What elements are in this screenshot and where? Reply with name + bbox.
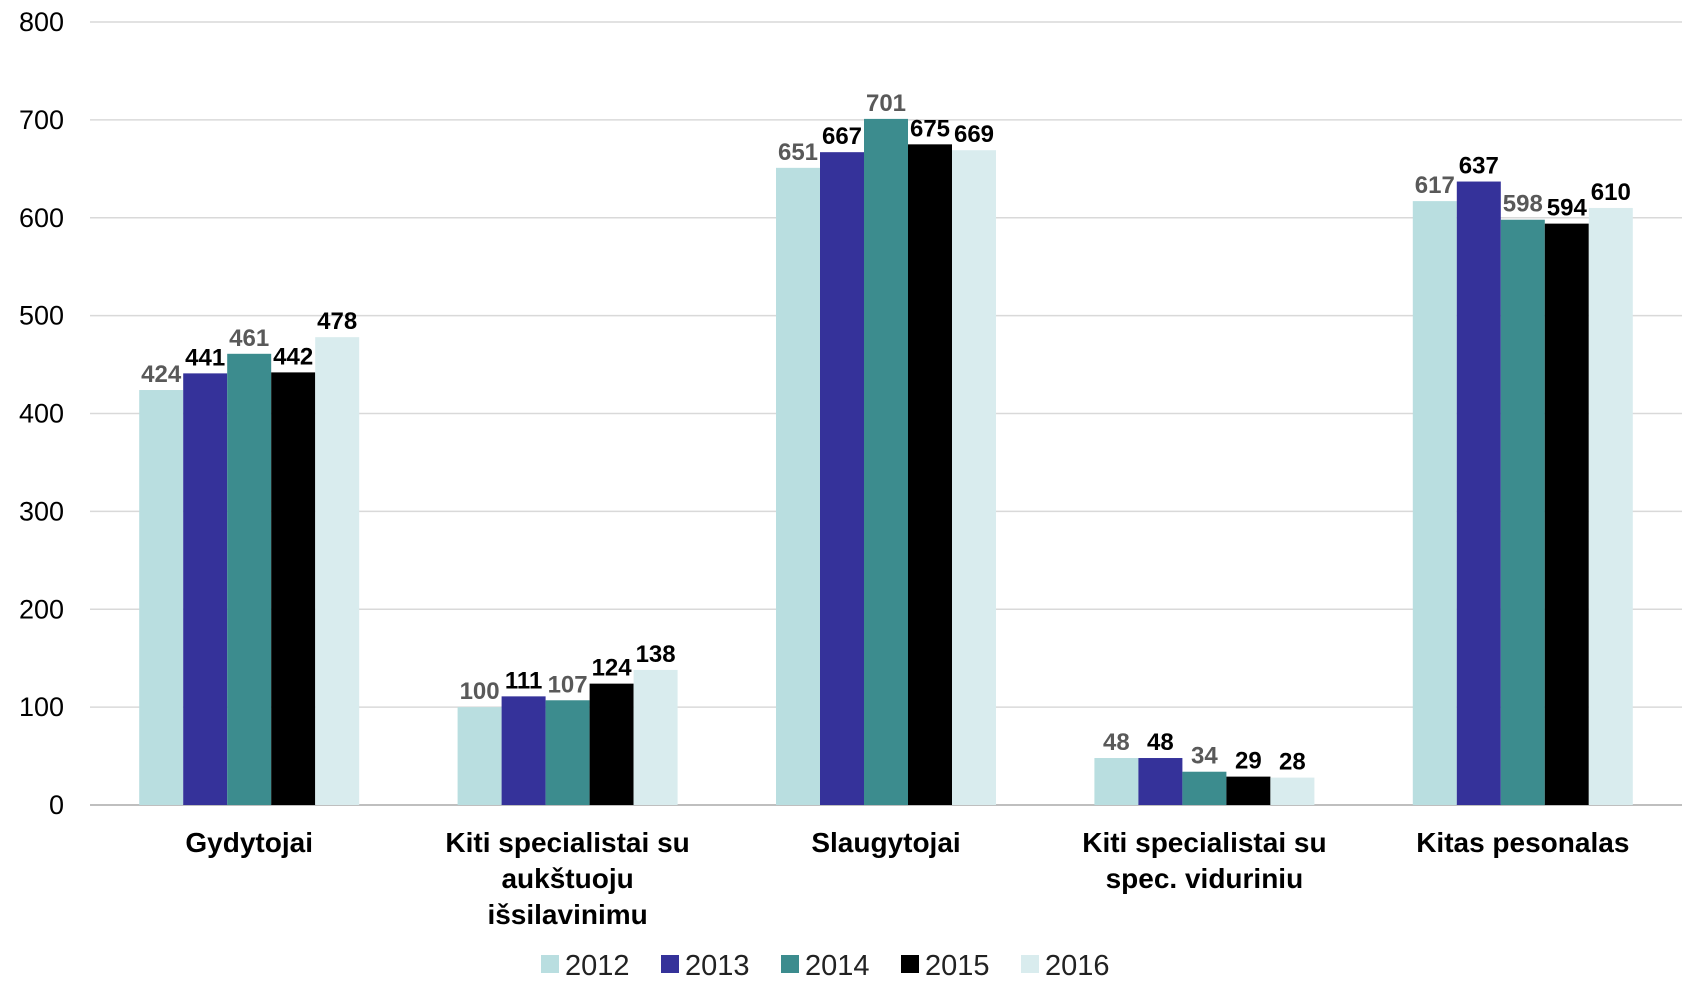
x-tick-label: spec. viduriniu — [1106, 863, 1304, 894]
data-label: 610 — [1591, 179, 1631, 206]
bar — [545, 700, 590, 805]
data-label: 669 — [954, 121, 994, 148]
bar — [908, 144, 952, 805]
data-label: 651 — [778, 139, 818, 166]
x-tick-label: išsilavinimu — [487, 899, 647, 930]
bars — [139, 118, 1633, 806]
data-label: 34 — [1191, 743, 1218, 770]
data-label: 107 — [548, 671, 588, 698]
data-label: 424 — [141, 361, 182, 388]
y-tick-label: 0 — [49, 790, 64, 820]
data-label: 598 — [1503, 191, 1543, 218]
legend: 2012 2013 2014 2015 2016 — [541, 950, 1110, 982]
y-tick-label: 500 — [19, 301, 64, 331]
bar — [952, 150, 996, 805]
y-tick-label: 300 — [19, 496, 64, 526]
y-tick-label: 100 — [19, 692, 64, 722]
x-tick-label: aukštuoju — [501, 863, 633, 894]
y-tick-label: 200 — [19, 594, 64, 624]
bar — [589, 683, 634, 805]
bar — [1456, 181, 1501, 805]
x-tick-label: Kiti specialistai su — [445, 827, 689, 858]
bar — [1588, 207, 1633, 805]
y-axis: 0 100 200 300 400 500 600 700 800 — [19, 7, 64, 820]
bar — [457, 707, 502, 805]
bar — [183, 373, 228, 805]
data-label: 100 — [460, 678, 500, 705]
bar — [820, 152, 864, 805]
legend-swatch — [661, 955, 679, 973]
legend-label: 2014 — [805, 950, 870, 982]
bar — [501, 696, 546, 805]
x-tick-label: Kiti specialistai su — [1082, 827, 1326, 858]
bar — [315, 337, 360, 805]
y-tick-label: 800 — [19, 7, 64, 37]
bar — [1094, 758, 1139, 805]
data-label: 442 — [273, 343, 313, 370]
bar — [1500, 219, 1545, 805]
x-tick-label: Kitas pesonalas — [1416, 827, 1629, 858]
data-label: 594 — [1547, 195, 1588, 222]
data-label: 48 — [1147, 729, 1174, 756]
x-tick-label: Gydytojai — [185, 827, 313, 858]
bar — [271, 372, 316, 805]
bar — [1270, 777, 1315, 805]
bar — [1226, 776, 1271, 805]
legend-label: 2015 — [925, 950, 990, 982]
bar — [633, 669, 678, 805]
legend-label: 2016 — [1045, 950, 1110, 982]
data-label: 617 — [1415, 172, 1455, 199]
bar — [139, 390, 184, 805]
data-label: 124 — [592, 655, 633, 682]
data-label: 478 — [317, 308, 357, 335]
data-label: 138 — [636, 641, 676, 668]
x-tick-label: Slaugytojai — [811, 827, 960, 858]
bar — [1182, 771, 1227, 805]
y-tick-label: 600 — [19, 203, 64, 233]
y-tick-label: 400 — [19, 399, 64, 429]
data-label: 29 — [1235, 748, 1262, 775]
data-label: 48 — [1103, 729, 1130, 756]
data-label: 667 — [822, 123, 862, 150]
bar — [864, 118, 908, 806]
data-label: 28 — [1279, 749, 1306, 776]
bar — [1412, 201, 1457, 805]
bar — [776, 167, 820, 806]
data-label: 675 — [910, 115, 950, 142]
bar — [1138, 758, 1183, 805]
data-label: 637 — [1459, 153, 1499, 180]
y-tick-label: 700 — [19, 105, 64, 135]
legend-swatch — [541, 955, 559, 973]
data-label: 441 — [185, 344, 225, 371]
data-label: 111 — [505, 667, 542, 694]
bar — [1544, 223, 1589, 805]
data-label: 701 — [866, 90, 906, 117]
legend-label: 2012 — [565, 950, 630, 982]
legend-label: 2013 — [685, 950, 750, 982]
legend-swatch — [1021, 955, 1039, 973]
legend-swatch — [901, 955, 919, 973]
x-axis: Gydytojai Kiti specialistai su aukštuoju iš… — [185, 827, 1629, 930]
legend-swatch — [781, 955, 799, 973]
data-label: 461 — [229, 325, 269, 352]
bar — [227, 353, 272, 805]
